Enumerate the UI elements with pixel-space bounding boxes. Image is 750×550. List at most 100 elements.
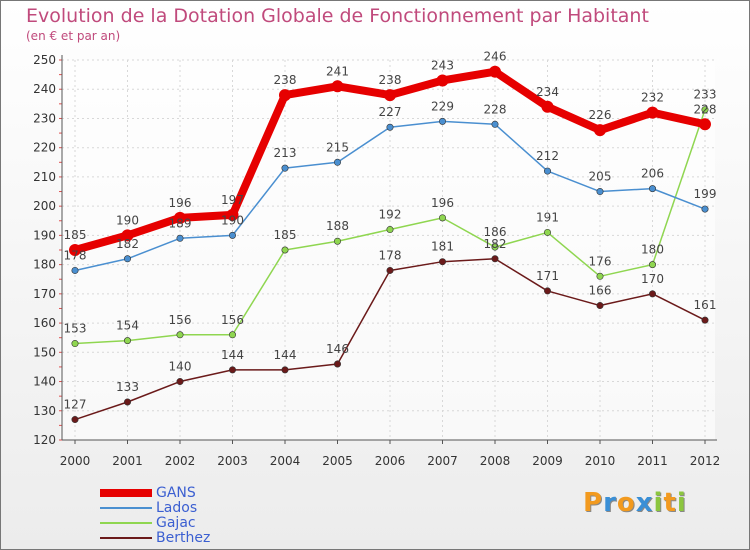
data-label-gans: 197 xyxy=(221,193,244,207)
y-tick-label: 250 xyxy=(33,53,56,67)
x-tick-label: 2006 xyxy=(375,454,406,468)
data-label-gans: 243 xyxy=(431,58,454,72)
data-point-gajac xyxy=(596,272,604,280)
data-label-gans: 238 xyxy=(379,73,402,87)
data-point-lados xyxy=(71,266,79,274)
data-point-gans xyxy=(384,89,396,102)
logo-letter: x xyxy=(635,488,654,518)
data-point-lados xyxy=(281,164,289,172)
data-point-gans xyxy=(279,89,291,102)
data-label-gajac: 191 xyxy=(536,210,559,224)
data-label-berthez: 127 xyxy=(64,398,87,412)
data-label-berthez: 146 xyxy=(326,342,349,356)
legend-item-gajac: Gajac xyxy=(100,515,300,531)
data-label-berthez: 182 xyxy=(484,237,507,251)
data-point-gajac xyxy=(438,214,446,222)
data-point-berthez xyxy=(596,302,604,310)
data-label-gajac: 186 xyxy=(484,225,507,239)
x-tick-label: 2005 xyxy=(322,454,353,468)
data-label-lados: 213 xyxy=(274,146,297,160)
y-tick-label: 210 xyxy=(33,170,56,184)
y-tick-label: 140 xyxy=(33,375,56,389)
data-point-lados xyxy=(596,188,604,196)
data-point-gajac xyxy=(491,243,499,251)
x-tick-label: 2012 xyxy=(690,454,721,468)
y-tick-label: 170 xyxy=(33,287,56,301)
data-point-lados xyxy=(438,117,446,125)
data-label-lados: 206 xyxy=(641,167,664,181)
data-point-lados xyxy=(491,120,499,128)
data-point-berthez xyxy=(176,378,184,386)
legend-label-gajac: Gajac xyxy=(156,515,196,531)
data-point-gajac xyxy=(71,340,79,348)
data-label-lados: 178 xyxy=(64,248,87,262)
data-label-gans: 185 xyxy=(64,228,87,242)
data-point-gans xyxy=(541,100,554,113)
y-tick-label: 150 xyxy=(33,345,56,359)
data-label-berthez: 144 xyxy=(274,348,297,362)
x-tick-label: 2011 xyxy=(637,454,668,468)
data-point-berthez xyxy=(71,416,79,424)
data-label-berthez: 170 xyxy=(641,272,664,286)
logo-letter: i xyxy=(653,488,664,518)
y-tick-label: 180 xyxy=(33,258,56,272)
data-label-gajac: 188 xyxy=(326,219,349,233)
data-point-gans xyxy=(331,80,344,93)
data-point-berthez xyxy=(229,366,237,374)
data-label-gans: 196 xyxy=(169,196,192,210)
data-label-lados: 205 xyxy=(589,170,612,184)
data-label-berthez: 140 xyxy=(169,360,192,374)
data-label-gajac: 192 xyxy=(379,208,402,222)
y-tick-label: 230 xyxy=(33,111,56,125)
data-point-lados xyxy=(229,231,237,239)
data-point-berthez xyxy=(491,255,499,263)
data-label-gans: 241 xyxy=(326,64,349,78)
data-label-lados: 182 xyxy=(116,237,139,251)
y-tick-label: 240 xyxy=(33,82,56,96)
y-tick-label: 220 xyxy=(33,141,56,155)
y-tick-label: 190 xyxy=(33,228,56,242)
data-point-gajac xyxy=(124,337,132,345)
proxiti-logo: Proxiti xyxy=(583,488,687,518)
data-label-lados: 199 xyxy=(694,187,717,201)
data-point-lados xyxy=(543,167,551,175)
data-point-berthez xyxy=(438,258,446,266)
legend-label-gans: GANS xyxy=(156,485,196,501)
legend-item-gans: GANS xyxy=(100,485,300,501)
data-label-gans: 238 xyxy=(274,73,297,87)
data-label-gajac: 156 xyxy=(221,313,244,327)
data-label-gajac: 156 xyxy=(169,313,192,327)
data-point-gans xyxy=(646,106,659,119)
data-label-berthez: 133 xyxy=(116,380,139,394)
y-tick-label: 120 xyxy=(33,433,56,447)
x-tick-label: 2002 xyxy=(165,454,196,468)
data-label-gajac: 154 xyxy=(116,319,139,333)
data-point-berthez xyxy=(333,360,341,368)
legend-swatch-gajac xyxy=(100,522,152,524)
data-point-lados xyxy=(333,158,341,166)
data-label-berthez: 181 xyxy=(431,240,454,254)
logo-letter: i xyxy=(676,488,687,518)
plot-area xyxy=(60,60,715,440)
data-label-lados: 228 xyxy=(484,102,507,116)
x-tick-label: 2003 xyxy=(217,454,248,468)
legend-item-berthez: Berthez xyxy=(100,530,300,546)
data-label-gajac: 176 xyxy=(589,254,612,268)
data-label-berthez: 166 xyxy=(589,284,612,298)
legend-label-berthez: Berthez xyxy=(156,530,211,546)
data-point-gajac xyxy=(229,331,237,339)
x-tick-label: 2001 xyxy=(112,454,143,468)
x-tick-label: 2009 xyxy=(532,454,563,468)
data-label-lados: 227 xyxy=(379,105,402,119)
data-point-gajac xyxy=(281,246,289,254)
logo-letter: o xyxy=(616,488,636,518)
x-tick-label: 2007 xyxy=(427,454,458,468)
data-point-gajac xyxy=(701,106,709,114)
data-label-gans: 190 xyxy=(116,213,139,227)
data-point-berthez xyxy=(648,290,656,298)
data-label-gans: 234 xyxy=(536,85,559,99)
data-label-berthez: 161 xyxy=(694,298,717,312)
chart-subtitle: (en € et par an) xyxy=(26,29,121,43)
x-tick-label: 2010 xyxy=(585,454,616,468)
